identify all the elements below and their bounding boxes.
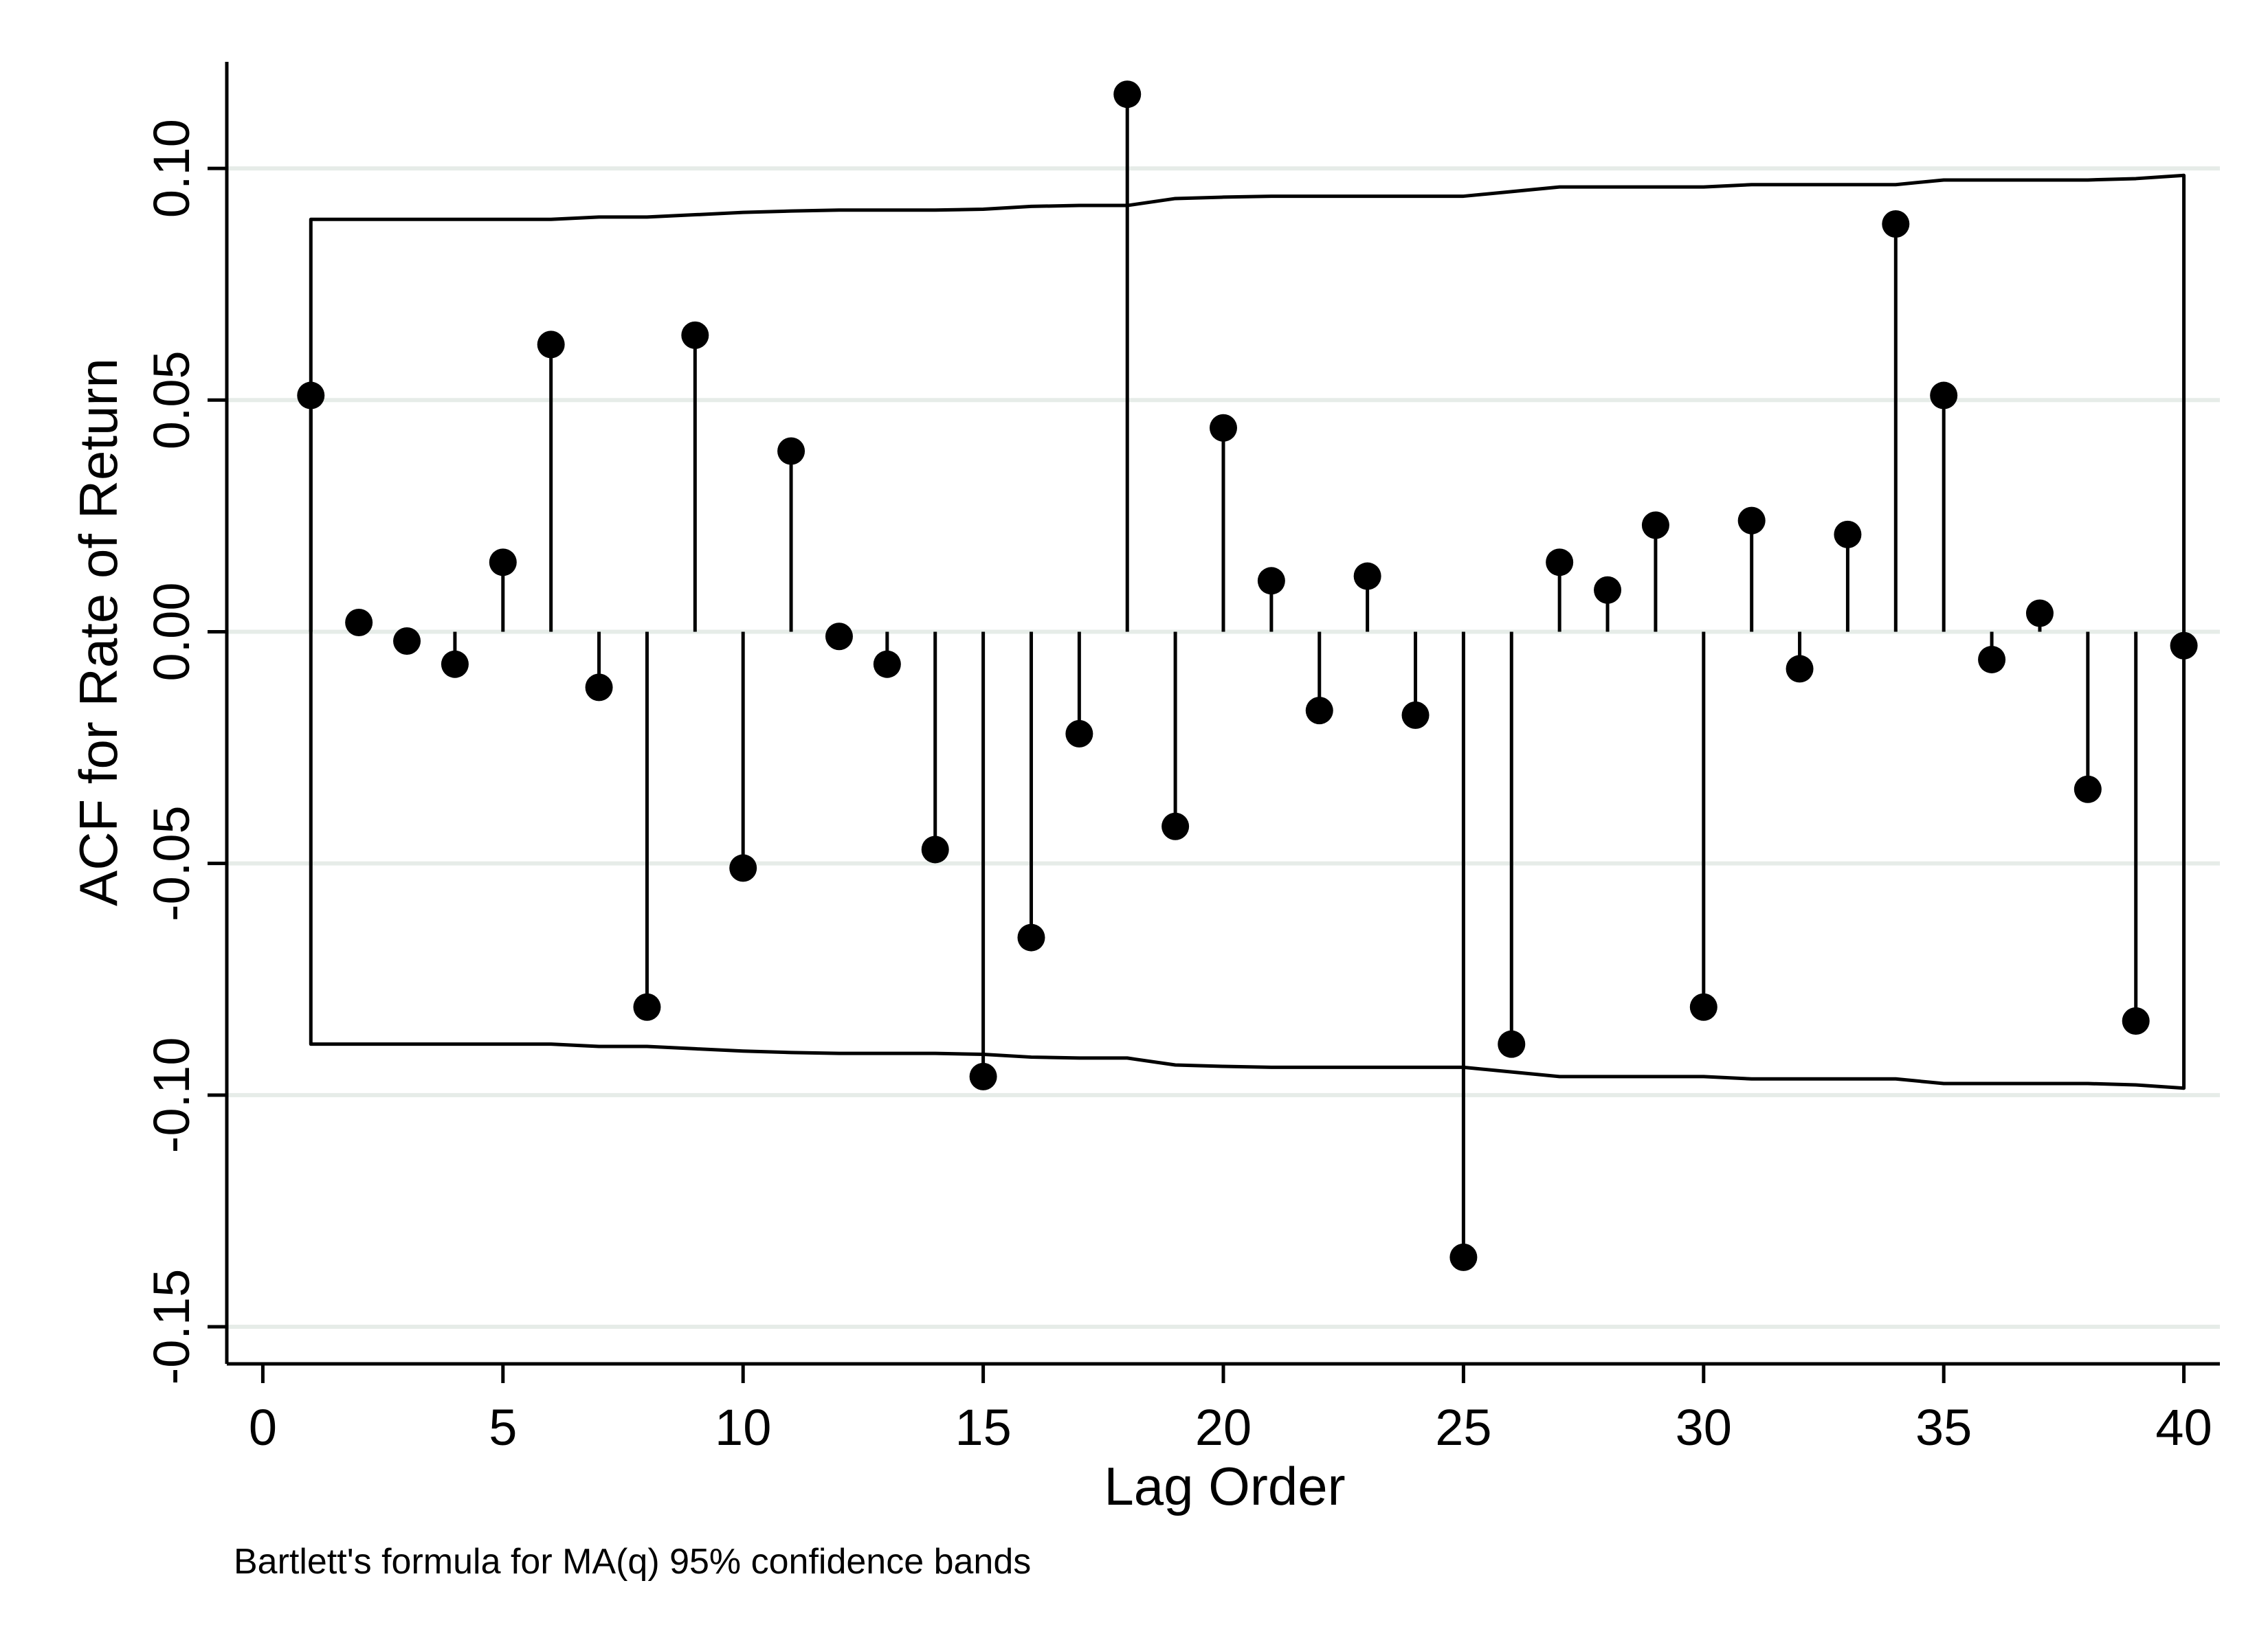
acf-point-lag-7 (585, 673, 613, 702)
acf-point-lag-40 (2170, 631, 2198, 660)
acf-point-lag-18 (1113, 80, 1142, 109)
acf-point-lag-28 (1594, 576, 1622, 604)
x-tick-label-4: 20 (1195, 1399, 1252, 1456)
acf-point-lag-6 (537, 330, 565, 359)
x-tick-label-2: 10 (715, 1399, 771, 1456)
acf-point-lag-20 (1210, 414, 1237, 442)
acf-point-lag-14 (921, 835, 949, 864)
y-tick-label-5: 0.10 (143, 119, 200, 218)
y-tick-label-0: -0.15 (143, 1269, 200, 1385)
x-tick-label-7: 35 (1915, 1399, 1972, 1456)
acf-point-lag-32 (1786, 655, 1814, 683)
acf-point-lag-9 (681, 321, 709, 349)
acf-point-lag-8 (633, 993, 661, 1021)
acf-point-lag-37 (2025, 599, 2054, 627)
acf-points (297, 80, 2198, 1271)
y-tick-label-4: 0.05 (143, 350, 200, 449)
acf-point-lag-10 (729, 854, 757, 882)
acf-point-lag-38 (2074, 775, 2102, 803)
y-axis-title: ACF for Rate of Return (68, 358, 129, 906)
acf-point-lag-29 (1641, 511, 1669, 539)
acf-point-lag-11 (777, 437, 805, 465)
acf-point-lag-25 (1449, 1243, 1478, 1271)
acf-point-lag-17 (1065, 719, 1093, 748)
acf-point-lag-12 (825, 622, 853, 651)
acf-point-lag-27 (1546, 548, 1574, 576)
x-tick-label-1: 5 (489, 1399, 517, 1456)
acf-point-lag-34 (1882, 210, 1910, 238)
acf-point-lag-2 (345, 608, 373, 636)
y-tick-label-2: -0.05 (143, 805, 200, 921)
acf-point-lag-13 (873, 650, 901, 678)
x-tick-label-8: 40 (2155, 1399, 2212, 1456)
x-tick-label-5: 25 (1435, 1399, 1491, 1456)
acf-point-lag-23 (1353, 562, 1381, 590)
x-axis-title: Lag Order (1104, 1456, 1345, 1516)
acf-point-lag-5 (489, 548, 517, 576)
acf-point-lag-24 (1401, 701, 1430, 729)
x-tick-label-6: 30 (1676, 1399, 1732, 1456)
acf-point-lag-21 (1257, 567, 1285, 595)
acf-point-lag-22 (1305, 697, 1333, 725)
acf-point-lag-39 (2122, 1007, 2150, 1035)
acf-point-lag-36 (1978, 645, 2006, 673)
x-tick-label-0: 0 (249, 1399, 277, 1456)
acf-point-lag-33 (1834, 520, 1862, 548)
y-tick-label-3: 0.00 (143, 582, 200, 681)
y-axis-ticks: -0.15 -0.10 -0.05 0.00 0.05 0.10 (143, 119, 227, 1384)
x-axis-ticks: 0 5 10 15 20 25 30 35 40 (249, 1364, 2212, 1456)
acf-point-lag-19 (1161, 812, 1190, 840)
acf-point-lag-26 (1498, 1030, 1526, 1058)
acf-point-lag-35 (1930, 381, 1958, 410)
x-tick-label-3: 15 (955, 1399, 1011, 1456)
y-tick-label-1: -0.10 (143, 1037, 200, 1154)
footnote: Bartlett's formula for MA(q) 95% confide… (234, 1542, 1031, 1582)
acf-point-lag-16 (1017, 923, 1045, 952)
acf-point-lag-30 (1689, 993, 1717, 1021)
acf-point-lag-4 (441, 650, 469, 678)
acf-point-lag-31 (1737, 506, 1766, 535)
acf-point-lag-15 (969, 1062, 997, 1090)
acf-point-lag-3 (393, 627, 421, 655)
acf-point-lag-1 (297, 381, 325, 410)
